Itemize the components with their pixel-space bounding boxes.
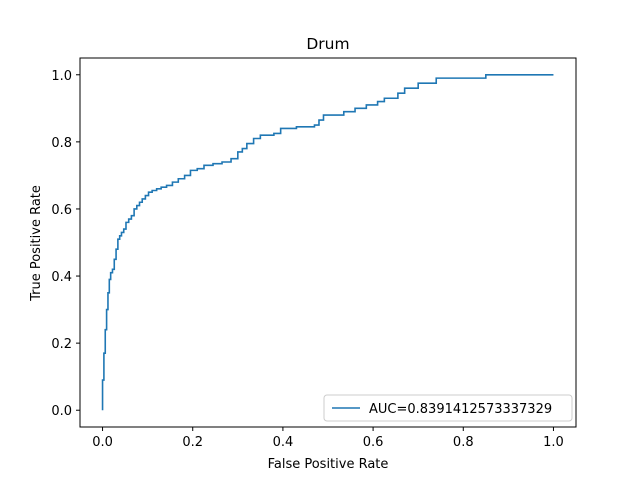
x-axis-ticks: 0.0 0.2 0.4 0.6 0.8 1.0 [92,427,564,450]
x-tick-label: 0.0 [92,435,113,450]
y-tick-label: 0.4 [51,270,72,285]
legend-label: AUC=0.8391412573337329 [369,402,552,417]
chart-title: Drum [306,35,349,53]
x-axis-label: False Positive Rate [268,457,389,472]
legend-box [323,394,573,422]
y-axis-ticks: 0.0 0.2 0.4 0.6 0.8 1.0 [51,69,80,419]
x-tick-label: 0.6 [363,435,384,450]
y-tick-label: 0.6 [51,203,72,218]
axes-frame [79,57,577,428]
y-tick-label: 0.2 [51,337,72,352]
x-tick-label: 0.4 [273,435,294,450]
x-tick-label: 0.8 [453,435,474,450]
y-axis-label: True Positive Rate [29,185,44,302]
y-tick-label: 0.0 [51,404,72,419]
x-tick-label: 0.2 [182,435,203,450]
x-tick-label: 1.0 [543,435,564,450]
y-tick-label: 0.8 [51,136,72,151]
plot-area [79,57,577,428]
y-tick-label: 1.0 [51,69,72,84]
roc-curve-series-0 [101,73,554,411]
legend: AUC=0.8391412573337329 [323,394,573,422]
